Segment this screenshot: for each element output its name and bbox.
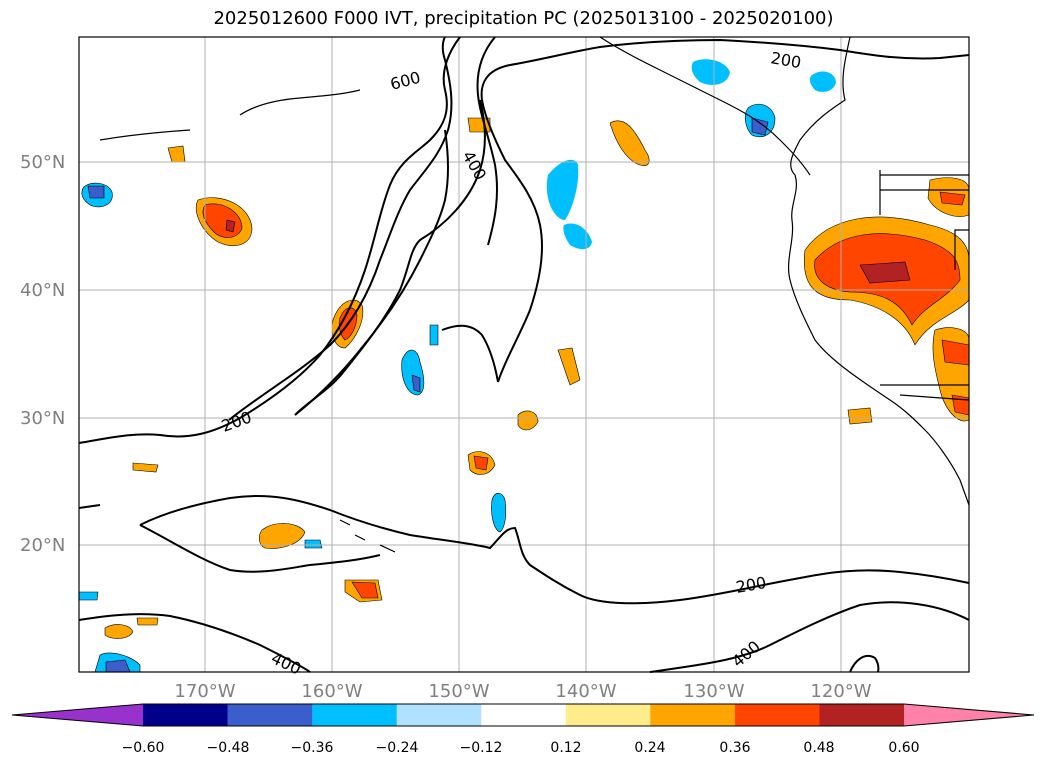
colorbar-segment (565, 704, 651, 726)
colorbar-segment (481, 704, 567, 726)
colorbar-tick: 0.24 (634, 740, 665, 756)
lat-label: 50°N (20, 152, 65, 173)
map-frame (78, 36, 970, 673)
lon-label: 130°W (683, 681, 744, 702)
colorbar-extend-min (12, 704, 143, 726)
lat-label: 20°N (20, 535, 65, 556)
colorbar-segment (227, 704, 313, 726)
lat-label: 40°N (20, 280, 65, 301)
colorbar-segment (396, 704, 482, 726)
lon-label: 140°W (555, 681, 616, 702)
colorbar-tick-labels: −0.60 −0.48 −0.36 −0.24 −0.12 0.12 0.24 … (122, 740, 920, 756)
colorbar-tick: −0.48 (207, 740, 250, 756)
lon-label: 170°W (174, 681, 235, 702)
lon-label: 120°W (810, 681, 871, 702)
colorbar-tick: 0.12 (550, 740, 581, 756)
map-background (79, 37, 969, 672)
colorbar (11, 703, 1035, 727)
colorbar-segment (819, 704, 905, 726)
colorbar-extend-max (904, 704, 1034, 726)
colorbar-tick: −0.24 (376, 740, 419, 756)
colorbar-tick: 0.60 (888, 740, 919, 756)
colorbar-segment (650, 704, 736, 726)
colorbar-segment (734, 704, 820, 726)
latitude-labels: 50°N 40°N 30°N 20°N (20, 152, 65, 556)
precip-anomaly-fields (78, 59, 970, 673)
colorbar-tick: −0.12 (460, 740, 503, 756)
coastlines (99, 36, 970, 553)
colorbar-segment (312, 704, 398, 726)
lat-label: 30°N (20, 408, 65, 429)
colorbar-tick: 0.48 (803, 740, 834, 756)
colorbar-segment (143, 704, 229, 726)
colorbar-outline (11, 703, 1035, 727)
lon-label: 150°W (428, 681, 489, 702)
colorbar-tick: −0.36 (291, 740, 334, 756)
lon-label: 160°W (301, 681, 362, 702)
colorbar-tick: 0.36 (719, 740, 750, 756)
longitude-labels: 170°W 160°W 150°W 140°W 130°W 120°W (174, 681, 871, 702)
ivt-contours (78, 36, 970, 673)
map-title: 2025012600 F000 IVT, precipitation PC (2… (213, 8, 834, 29)
colorbar-tick: −0.60 (122, 740, 165, 756)
graticule (79, 37, 969, 672)
